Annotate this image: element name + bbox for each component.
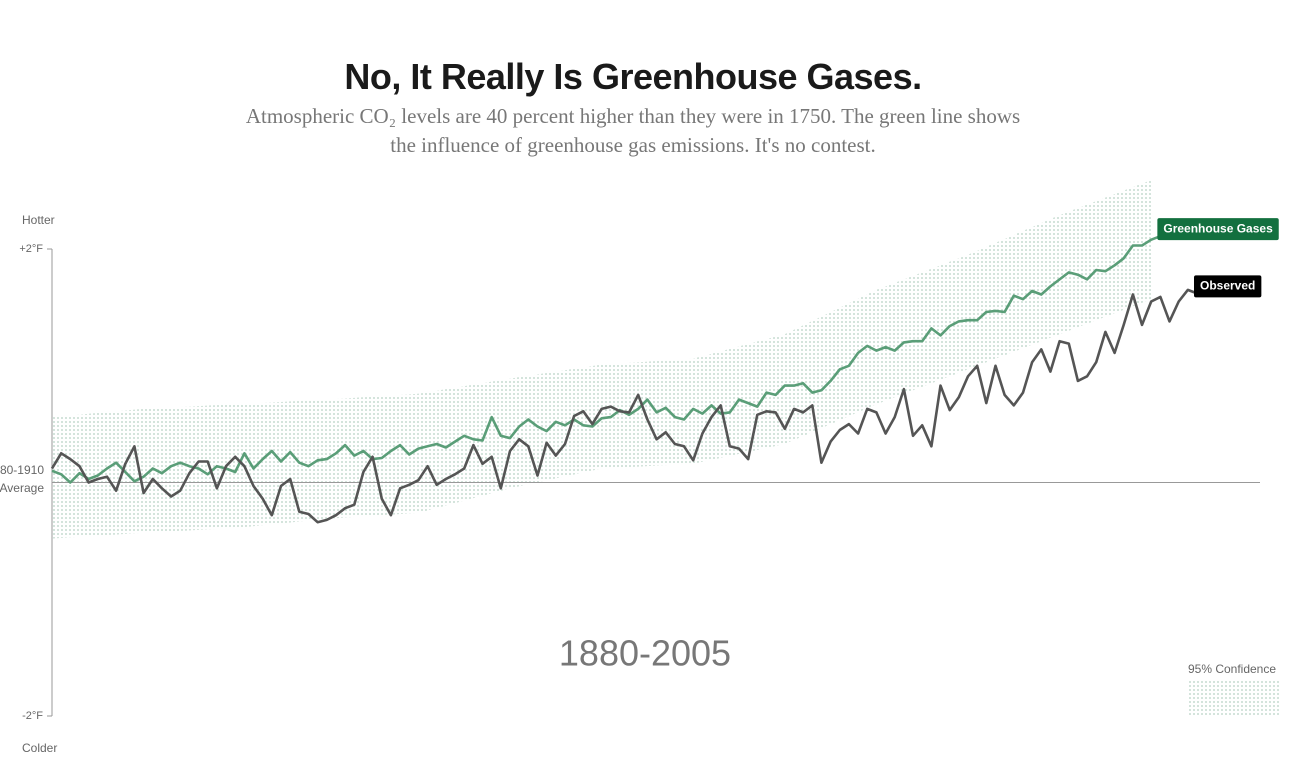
chart-title: No, It Really Is Greenhouse Gases. — [344, 56, 922, 97]
legend-label: Greenhouse Gases — [1163, 221, 1273, 235]
axis-annotation: Hotter — [22, 213, 55, 227]
series-line — [50, 288, 1198, 524]
chart-subtitle: Atmospheric CO₂ levels are 40 percent hi… — [245, 104, 1021, 157]
series-line — [51, 234, 1161, 484]
legend-label: Observed — [1200, 279, 1255, 293]
y-tick-label: 1880-1910 Average — [0, 463, 44, 495]
legend-label: 95% Confidence — [1188, 662, 1276, 676]
series-label-box — [1194, 275, 1262, 298]
axis-annotation: Colder — [22, 741, 57, 755]
legend-swatch — [1187, 681, 1279, 716]
period-label: 1880-2005 — [559, 633, 731, 674]
y-tick-label: +2°F — [19, 243, 43, 255]
series-label-box — [1157, 218, 1279, 241]
confidence-band — [52, 180, 1152, 539]
series-label: Observed — [1194, 275, 1262, 298]
y-tick-label: -2°F — [22, 710, 43, 722]
series-label: Greenhouse Gases — [1157, 218, 1279, 241]
